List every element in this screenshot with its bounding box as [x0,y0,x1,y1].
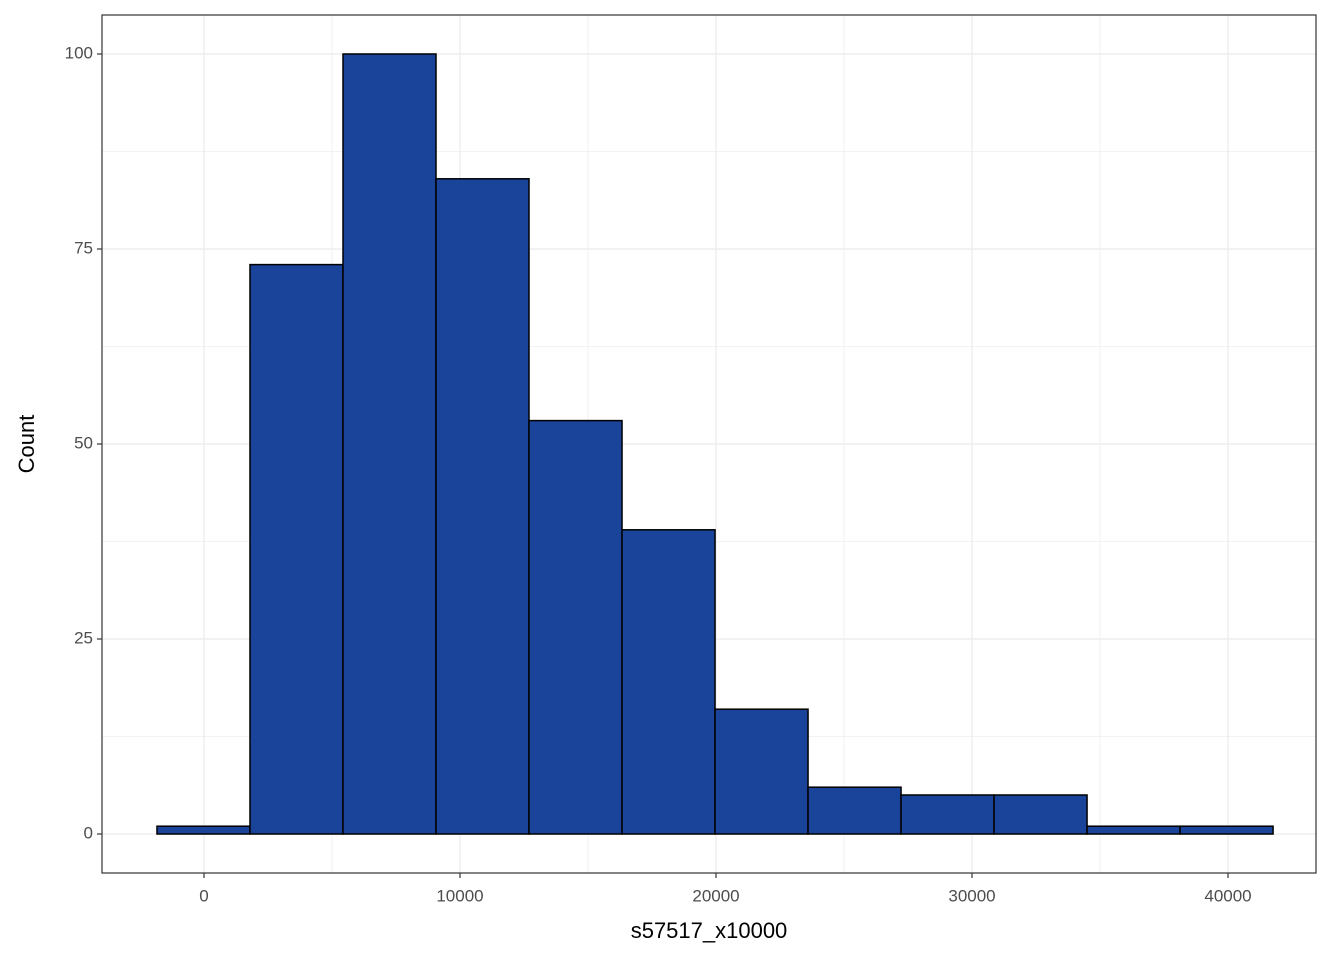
bar [435,178,530,835]
x-tick-label: 40000 [1204,886,1251,905]
bar [249,263,344,835]
bar [156,825,251,835]
x-tick-label: 30000 [948,886,995,905]
bar [714,708,809,835]
bar [807,786,902,835]
y-tick-label: 50 [74,433,93,452]
bar [900,794,995,835]
bar [528,419,623,835]
x-tick-label: 0 [199,886,208,905]
bar [993,794,1088,835]
x-tick-label: 10000 [436,886,483,905]
x-axis-title: s57517_x10000 [631,918,788,943]
y-tick-label: 75 [74,238,93,257]
bar [1179,825,1274,835]
y-tick-label: 0 [84,823,93,842]
y-tick-label: 100 [65,43,93,62]
bars [156,53,1274,835]
bar [621,529,716,835]
bar [342,53,437,835]
x-tick-label: 20000 [692,886,739,905]
y-axis-title: Count [14,415,39,474]
y-tick-label: 25 [74,628,93,647]
axes: 0 25 50 75 100 0 10000 20000 30000 40000 [65,43,1252,905]
bar [1086,825,1181,835]
